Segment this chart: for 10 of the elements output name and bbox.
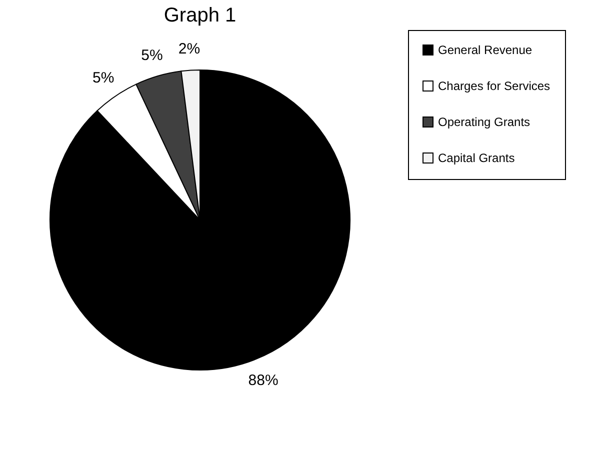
legend-label: General Revenue xyxy=(438,43,532,57)
legend-label: Charges for Services xyxy=(438,79,550,93)
pie-slice xyxy=(50,70,350,370)
legend-label: Operating Grants xyxy=(438,115,530,129)
data-label: 5% xyxy=(141,46,163,64)
data-label: 5% xyxy=(92,70,114,87)
data-label: 88% xyxy=(248,372,278,389)
data-label: 2% xyxy=(178,40,200,58)
legend-label: Capital Grants xyxy=(438,151,515,165)
chart-title: Graph 1 xyxy=(164,4,236,26)
